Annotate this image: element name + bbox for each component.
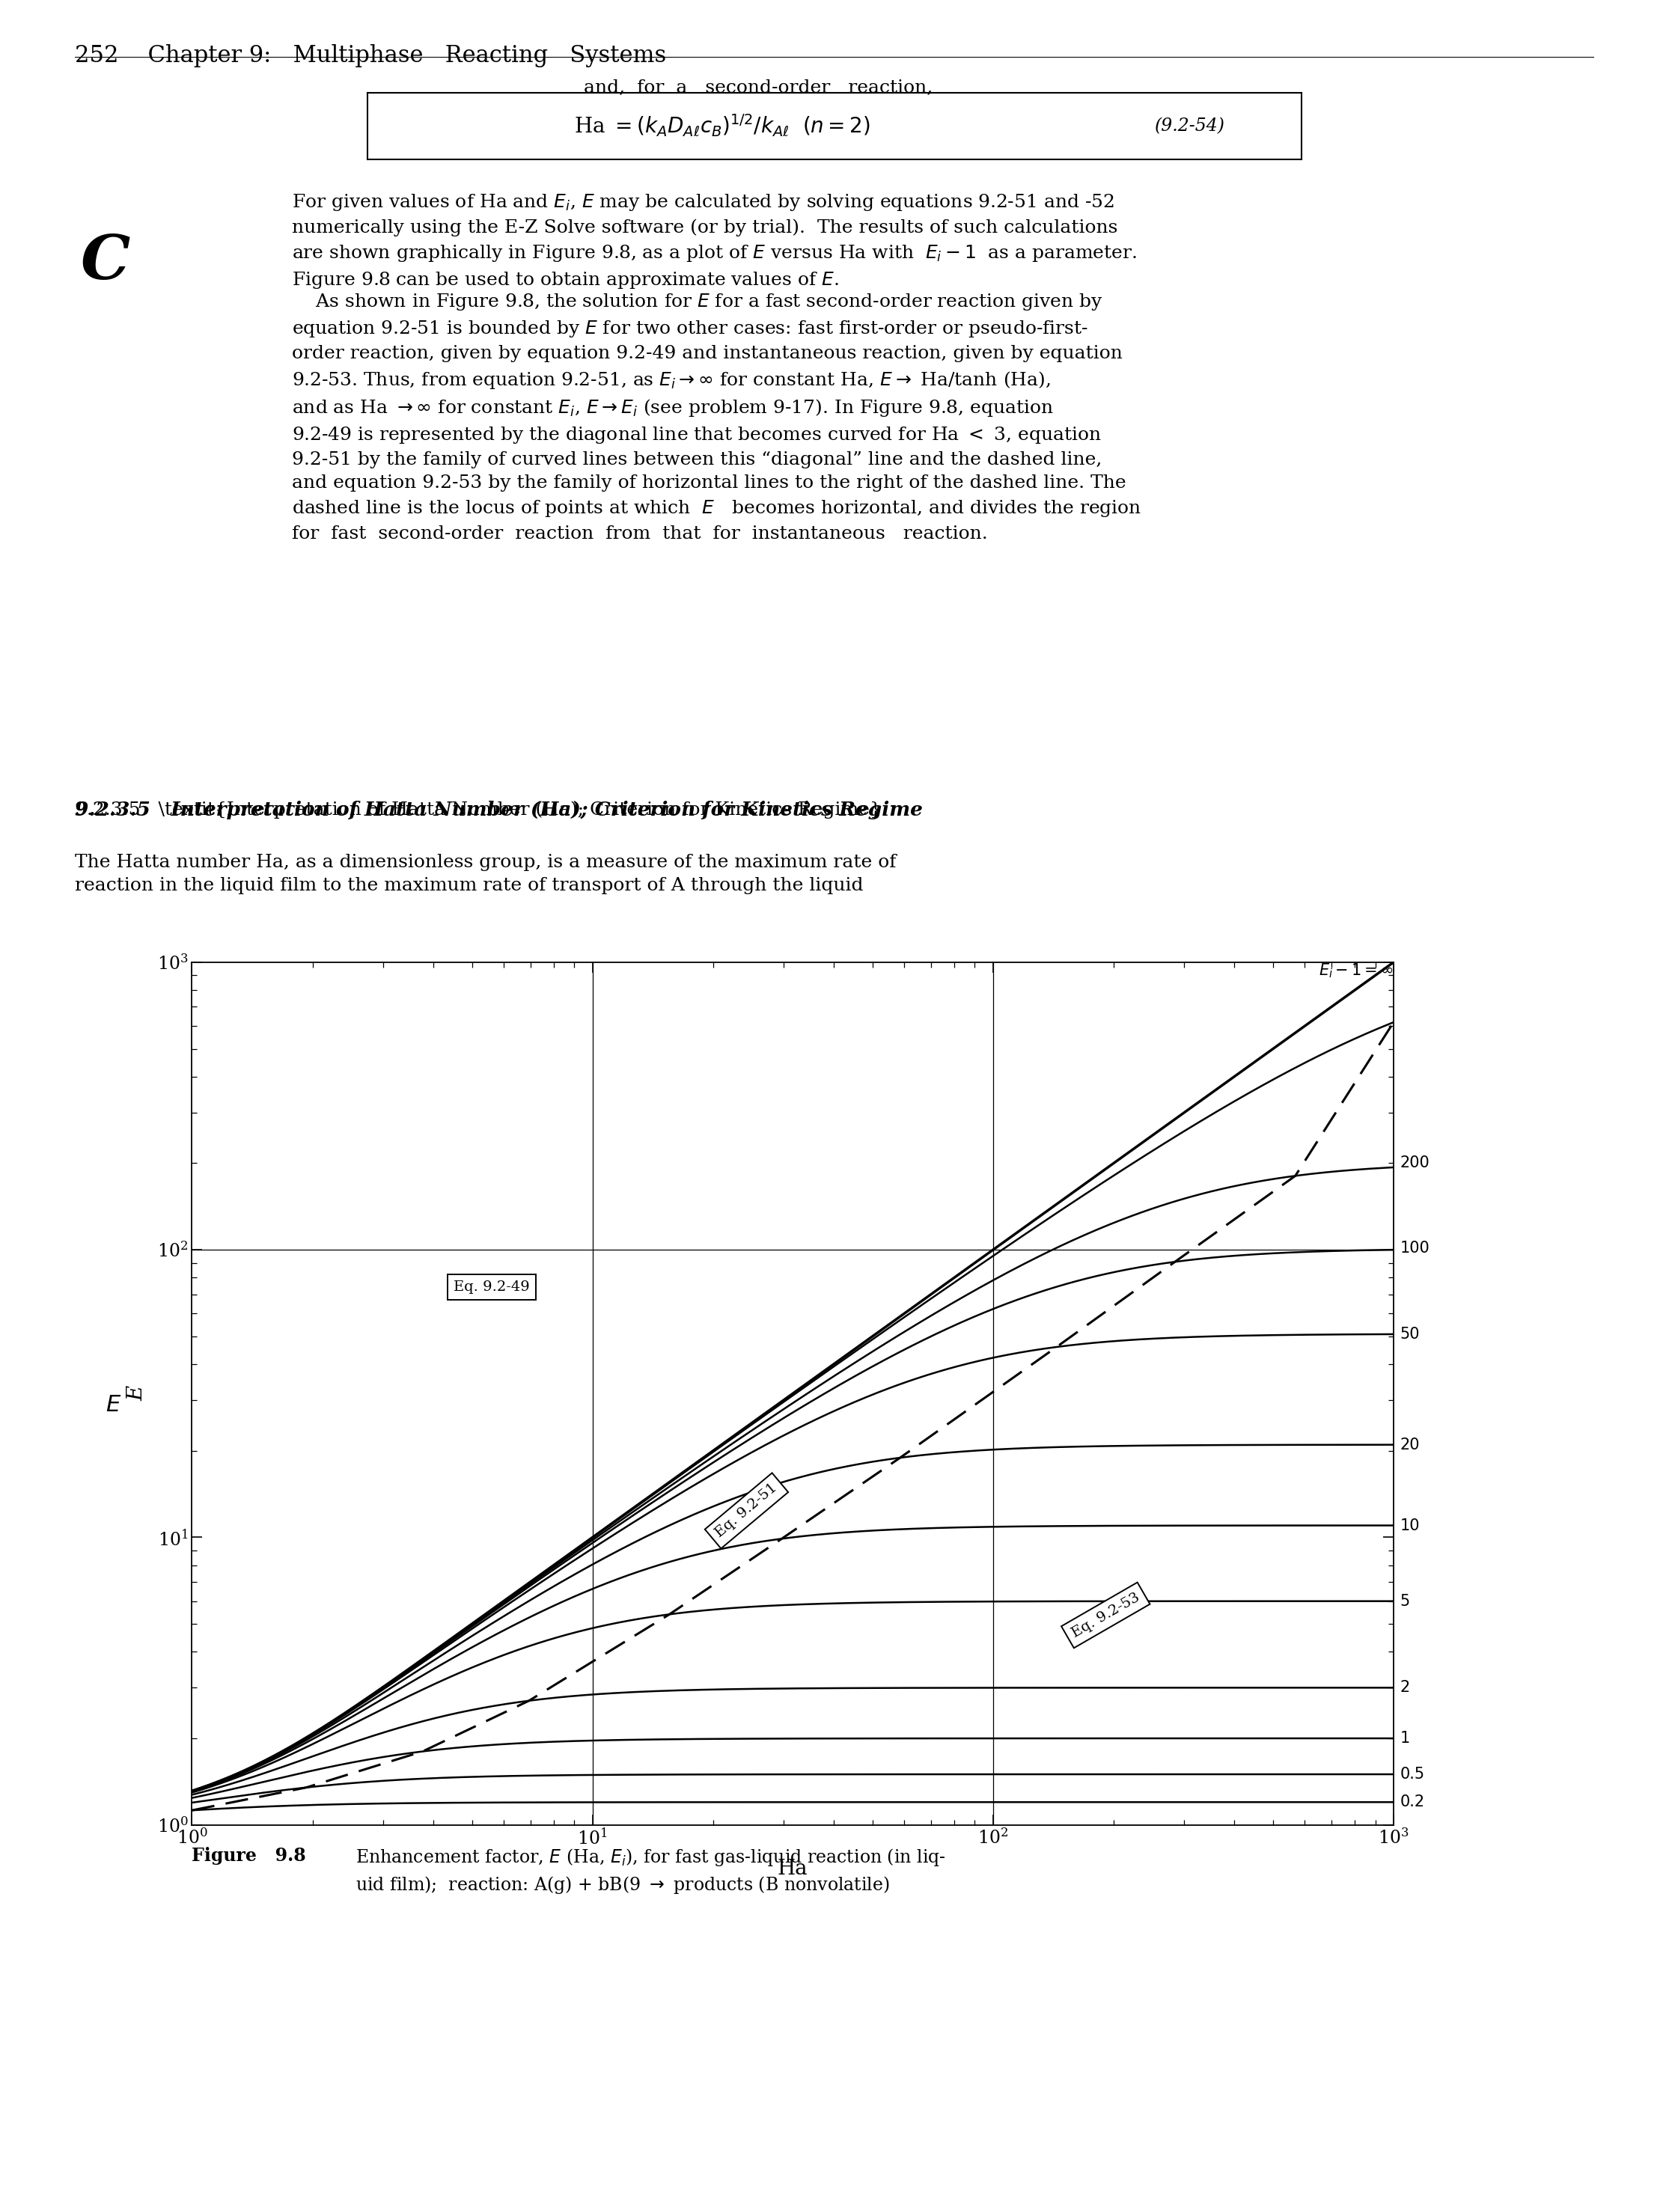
Text: 50: 50	[1400, 1327, 1420, 1340]
Text: 100: 100	[1400, 1241, 1430, 1256]
Text: 10: 10	[1400, 1517, 1420, 1533]
X-axis label: Ha: Ha	[778, 1858, 808, 1878]
Text: 0.2: 0.2	[1400, 1794, 1425, 1809]
Text: The Hatta number Ha, as a dimensionless group, is a measure of the maximum rate : The Hatta number Ha, as a dimensionless …	[75, 854, 896, 894]
Text: 2: 2	[1400, 1681, 1410, 1694]
Text: Eq. 9.2-53: Eq. 9.2-53	[1070, 1590, 1142, 1639]
Text: Eq. 9.2-49: Eq. 9.2-49	[454, 1281, 529, 1294]
Text: C: C	[80, 232, 130, 292]
Text: 200: 200	[1400, 1155, 1430, 1170]
Text: $E$: $E$	[105, 1394, 122, 1416]
Text: 9.2.3.5   Interpretation of Hatta Number (Ha); Criterion for Kinetics Regime: 9.2.3.5 Interpretation of Hatta Number (…	[75, 801, 923, 818]
Text: 0.5: 0.5	[1400, 1767, 1425, 1781]
Text: 5: 5	[1400, 1593, 1410, 1608]
Text: 252    Chapter 9:   Multiphase   Reacting   Systems: 252 Chapter 9: Multiphase Reacting Syste…	[75, 44, 666, 66]
Text: Enhancement factor, $E$ (Ha, $E_i$), for fast gas-liquid reaction (in liq-
uid f: Enhancement factor, $E$ (Ha, $E_i$), for…	[355, 1847, 946, 1896]
Text: 1: 1	[1400, 1730, 1410, 1745]
Text: $E_i-1=\infty$: $E_i-1=\infty$	[1319, 962, 1394, 980]
Text: and,  for  a   second-order   reaction,: and, for a second-order reaction,	[584, 80, 933, 97]
Text: As shown in Figure 9.8, the solution for $E$ for a fast second-order reaction gi: As shown in Figure 9.8, the solution for…	[292, 292, 1142, 542]
Text: 9.2.3.5   \textit{Interpretation of Hatta Number (Ha); Criterion for Kinetics Re: 9.2.3.5 \textit{Interpretation of Hatta …	[75, 801, 881, 818]
Text: Ha $= (k_A D_{A\ell} c_B)^{1/2}/k_{A\ell}$  $(n = 2)$: Ha $= (k_A D_{A\ell} c_B)^{1/2}/k_{A\ell…	[574, 113, 871, 139]
Text: For given values of Ha and $E_i$, $E$ may be calculated by solving equations 9.2: For given values of Ha and $E_i$, $E$ ma…	[292, 192, 1137, 290]
Text: 20: 20	[1400, 1438, 1420, 1451]
Text: (9.2-54): (9.2-54)	[1155, 117, 1225, 135]
Text: Figure   9.8: Figure 9.8	[192, 1847, 319, 1865]
Y-axis label: E: E	[127, 1387, 147, 1400]
Text: Eq. 9.2-51: Eq. 9.2-51	[713, 1482, 779, 1540]
